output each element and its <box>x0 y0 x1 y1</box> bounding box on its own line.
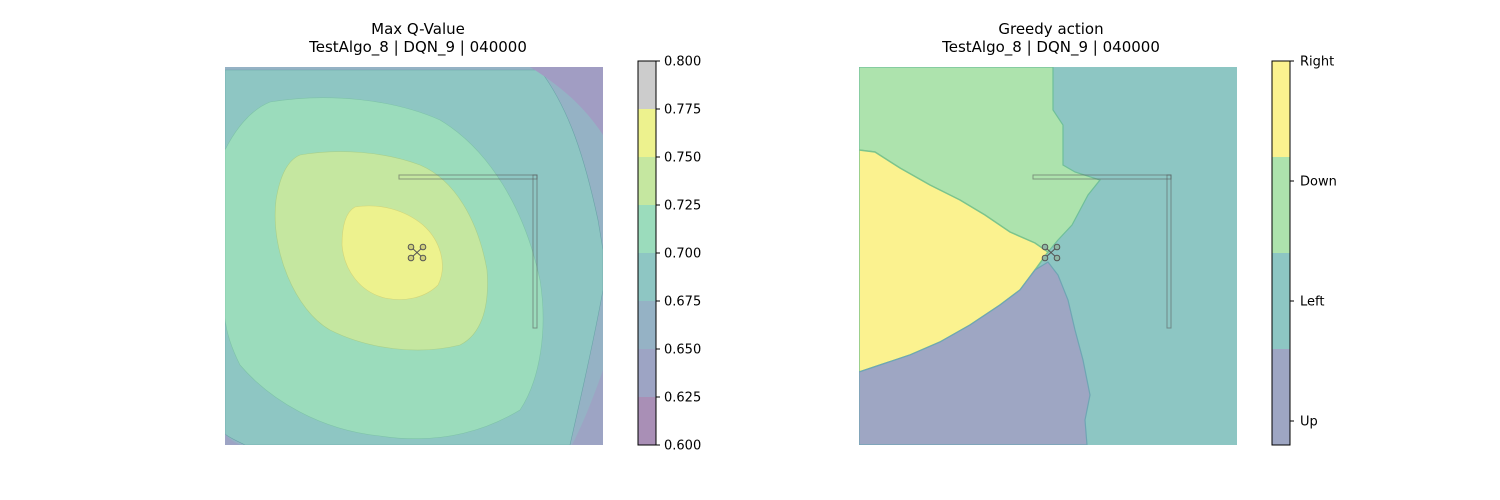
colorbar-tick-label: 0.600 <box>664 439 701 454</box>
chart-subtitle-left: TestAlgo_8 | DQN_9 | 040000 <box>308 38 527 57</box>
colorbar-category-down <box>1272 157 1290 253</box>
colorbar-band <box>638 253 656 301</box>
contour-band-0775 <box>341 205 443 300</box>
chart-subtitle-right: TestAlgo_8 | DQN_9 | 040000 <box>941 38 1160 57</box>
contour-band-0675-corner <box>225 434 240 445</box>
colorbar-band <box>638 397 656 445</box>
contour-band-0675-corner-right <box>572 370 603 445</box>
region-up <box>859 261 1091 445</box>
drone-icon-right <box>1041 243 1061 262</box>
colorbar-tick-label: 0.775 <box>664 103 701 118</box>
colorbar-tick-label: Right <box>1300 55 1334 70</box>
colorbar-tick-label: Down <box>1300 175 1337 190</box>
wall-obstacle <box>398 174 538 329</box>
colorbar-tick-label: 0.675 <box>664 295 701 310</box>
colorbar-left: 0.600 0.625 0.650 0.675 0.700 0.725 0.750 0.775… <box>637 55 701 454</box>
colorbar-category-right <box>1272 61 1290 157</box>
drone-icon <box>407 243 427 262</box>
colorbar-band <box>638 157 656 205</box>
colorbar-tick-label: 0.725 <box>664 199 701 214</box>
chart-title-left: Max Q-Value <box>371 20 465 38</box>
colorbar-category-up <box>1272 349 1290 445</box>
colorbar-right: Up Left Down Right <box>1271 55 1337 446</box>
greedy-action-panel: Greedy action TestAlgo_8 | DQN_9 | 04000… <box>859 20 1337 446</box>
colorbar-tick-label: Left <box>1300 295 1324 310</box>
colorbar-tick-label: 0.750 <box>664 151 701 166</box>
colorbar-tick-label: 0.625 <box>664 391 701 406</box>
max-q-panel: Max Q-Value TestAlgo_8 | DQN_9 | 040000 <box>225 20 701 454</box>
colorbar-band <box>638 349 656 397</box>
colorbar-band <box>638 61 656 109</box>
colorbar-band <box>638 205 656 253</box>
colorbar-frame <box>1271 60 1291 446</box>
colorbar-band <box>638 109 656 157</box>
colorbar-category-left <box>1272 253 1290 349</box>
colorbar-tick-label: 0.700 <box>664 247 701 262</box>
action-map <box>859 67 1237 445</box>
colorbar-tick-label: 0.800 <box>664 55 701 70</box>
colorbar-band <box>638 301 656 349</box>
contour-plot <box>225 67 603 445</box>
contour-band-0625 <box>530 67 603 135</box>
colorbar-tick-label: Up <box>1300 415 1318 430</box>
chart-title-right: Greedy action <box>998 20 1103 38</box>
wall-obstacle-right <box>1032 174 1172 329</box>
colorbar-tick-label: 0.650 <box>664 343 701 358</box>
